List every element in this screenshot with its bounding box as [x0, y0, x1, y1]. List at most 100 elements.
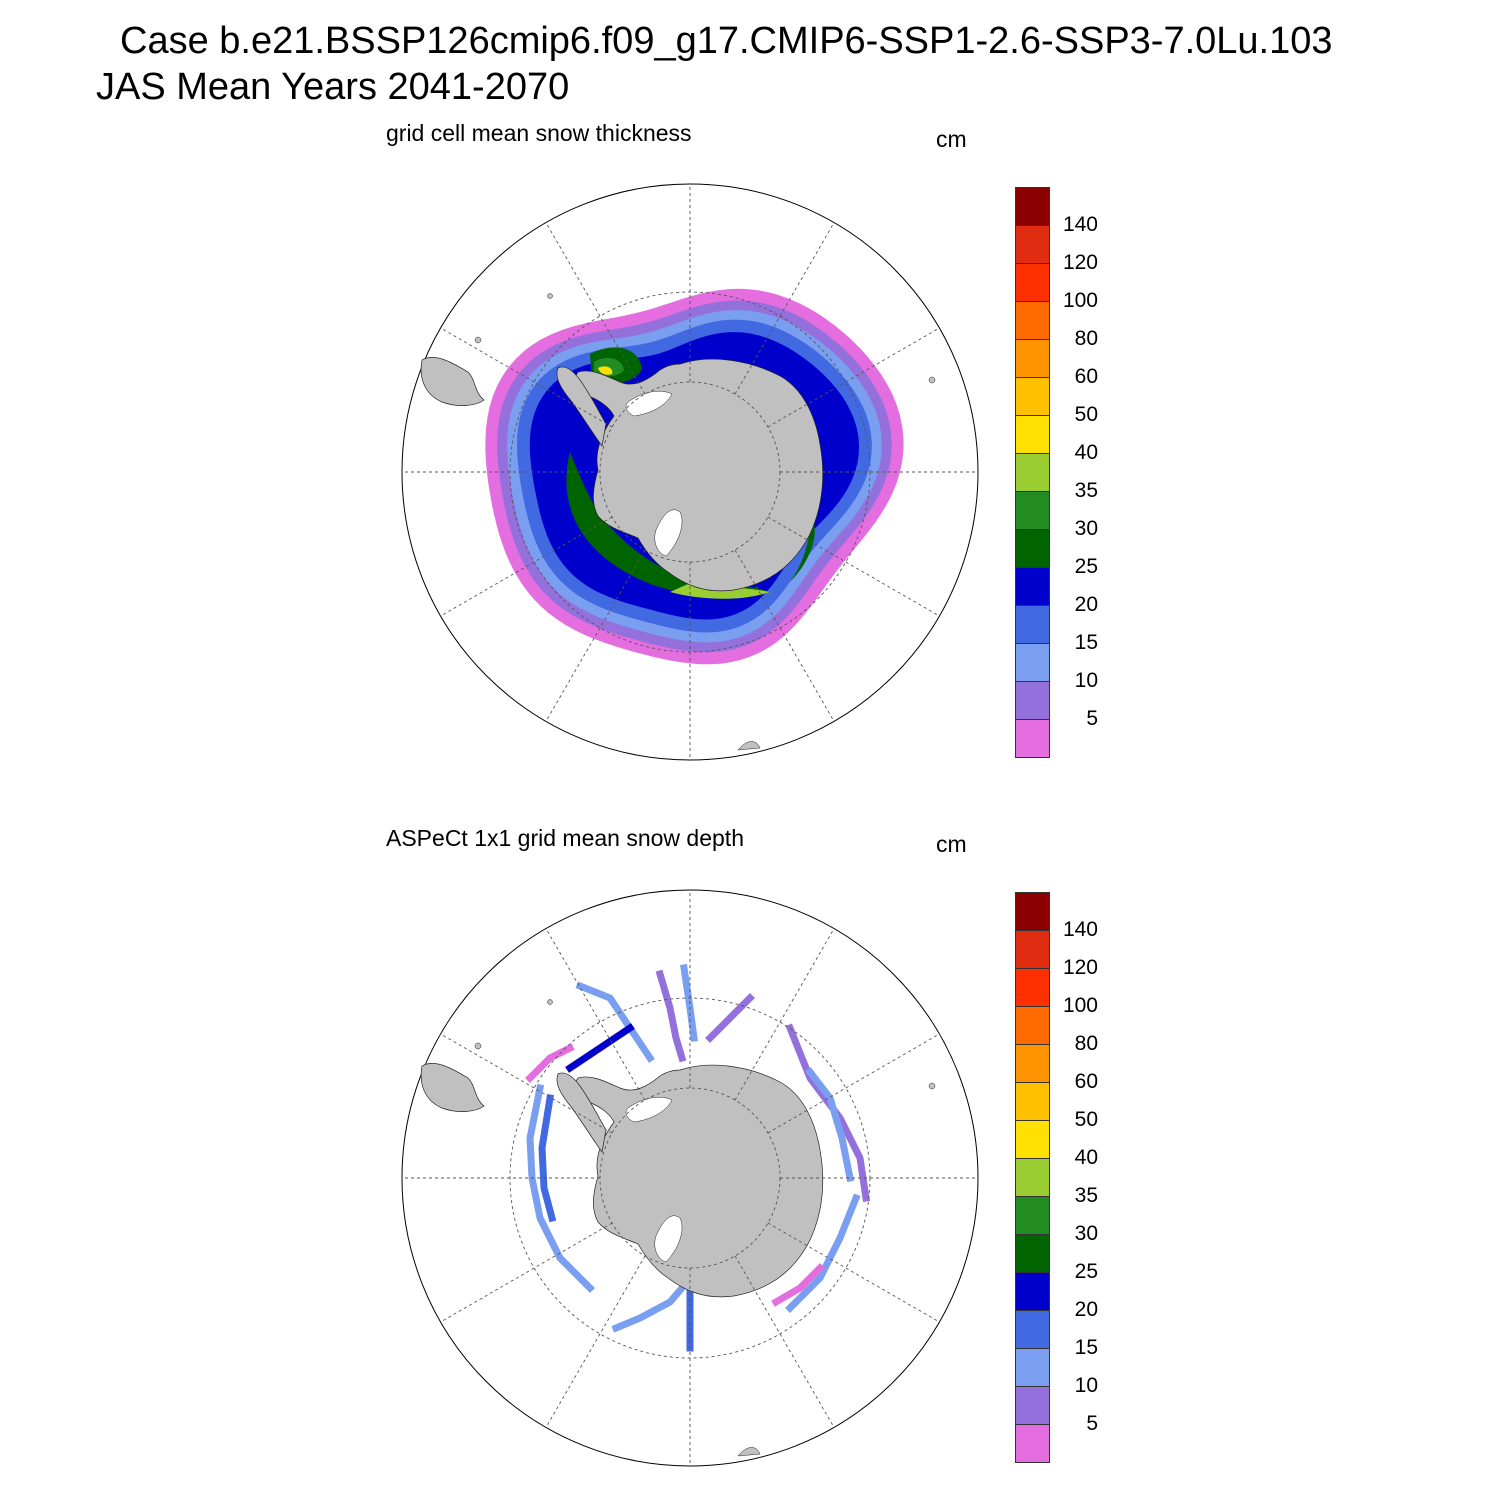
colorbar-swatch — [1015, 1006, 1050, 1044]
observation-track — [575, 981, 655, 1063]
observation-track — [525, 1043, 575, 1083]
colorbar-swatch — [1015, 453, 1050, 491]
ship-tracks — [525, 964, 870, 1352]
south-america-tip — [420, 357, 485, 406]
colorbar-tick-label: 10 — [1074, 1374, 1098, 1397]
panel2-colorbar — [1015, 892, 1050, 1463]
colorbar-tick-label: 40 — [1074, 1146, 1098, 1169]
colorbar-swatch — [1015, 1386, 1050, 1424]
colorbar-swatch — [1015, 529, 1050, 567]
colorbar-tick-label: 100 — [1062, 289, 1098, 312]
colorbar-tick-label: 10 — [1074, 669, 1098, 692]
colorbar-tick-label: 40 — [1074, 441, 1098, 464]
panel2-polar-map — [401, 889, 979, 1467]
new-zealand-tip — [737, 1447, 761, 1457]
colorbar-swatch — [1015, 1082, 1050, 1120]
colorbar-swatch — [1015, 339, 1050, 377]
observation-track — [785, 1023, 870, 1202]
panel1-polar-map — [401, 183, 979, 761]
ross-ice-shelf — [654, 1215, 683, 1263]
colorbar-swatch — [1015, 1348, 1050, 1386]
case-title: Case b.e21.BSSP126cmip6.f09_g17.CMIP6-SS… — [120, 20, 1333, 62]
colorbar-swatch — [1015, 1044, 1050, 1082]
graticule — [402, 184, 978, 760]
observation-track — [538, 1093, 557, 1223]
colorbar-tick-label: 15 — [1074, 1336, 1098, 1359]
colorbar-tick-label: 140 — [1062, 918, 1098, 941]
ross-ice-shelf — [654, 509, 683, 557]
ronne-ice-shelf — [625, 1097, 673, 1123]
colorbar-tick-label: 50 — [1074, 403, 1098, 426]
colorbar-swatch — [1015, 567, 1050, 605]
colorbar-tick-label: 140 — [1062, 213, 1098, 236]
panel1-units: cm — [936, 126, 967, 152]
colorbar-tick-label: 120 — [1062, 251, 1098, 274]
ronne-ice-shelf — [625, 391, 673, 417]
south-america-tip — [420, 1063, 485, 1112]
new-zealand-tip — [737, 741, 761, 751]
colorbar-swatch — [1015, 719, 1050, 758]
colorbar-swatch — [1015, 225, 1050, 263]
kerguelen-island — [928, 1082, 936, 1090]
antarctic-peninsula — [556, 366, 607, 447]
colorbar-swatch — [1015, 681, 1050, 719]
colorbar-swatch — [1015, 968, 1050, 1006]
panel1-colorbar — [1015, 187, 1050, 758]
colorbar-swatch — [1015, 1272, 1050, 1310]
colorbar-swatch — [1015, 263, 1050, 301]
colorbar-tick-label: 100 — [1062, 994, 1098, 1017]
colorbar-tick-label: 5 — [1086, 707, 1098, 730]
observation-track — [611, 1283, 687, 1333]
colorbar-swatch — [1015, 605, 1050, 643]
colorbar-tick-label: 80 — [1074, 1032, 1098, 1055]
falkland-islands — [474, 1042, 482, 1050]
panel2-title: ASPeCt 1x1 grid mean snow depth — [386, 825, 744, 851]
colorbar-swatch — [1015, 643, 1050, 681]
colorbar-swatch — [1015, 1310, 1050, 1348]
colorbar-tick-label: 120 — [1062, 956, 1098, 979]
colorbar-tick-label: 50 — [1074, 1108, 1098, 1131]
observation-track — [655, 969, 687, 1063]
colorbar-tick-label: 25 — [1074, 555, 1098, 578]
colorbar-tick-label: 60 — [1074, 1070, 1098, 1093]
kerguelen-island — [928, 376, 936, 384]
colorbar-swatch — [1015, 1234, 1050, 1272]
observation-track — [785, 1193, 861, 1313]
colorbar-swatch — [1015, 1158, 1050, 1196]
colorbar-tick-label: 15 — [1074, 631, 1098, 654]
colorbar-tick-label: 60 — [1074, 365, 1098, 388]
colorbar-swatch — [1015, 1120, 1050, 1158]
colorbar-tick-label: 20 — [1074, 593, 1098, 616]
observation-track — [771, 1263, 825, 1307]
colorbar-tick-label: 30 — [1074, 517, 1098, 540]
colorbar-swatch — [1015, 930, 1050, 968]
colorbar-tick-label: 35 — [1074, 479, 1098, 502]
colorbar-tick-label: 5 — [1086, 1412, 1098, 1435]
observation-track — [526, 1083, 595, 1293]
south-georgia — [547, 999, 553, 1005]
colorbar-tick-label: 20 — [1074, 1298, 1098, 1321]
graticule — [402, 890, 978, 1466]
colorbar-swatch — [1015, 187, 1050, 225]
colorbar-swatch — [1015, 892, 1050, 930]
colorbar-swatch — [1015, 1196, 1050, 1234]
colorbar-tick-label: 80 — [1074, 327, 1098, 350]
south-georgia — [547, 293, 553, 299]
colorbar-swatch — [1015, 1424, 1050, 1463]
antarctic-peninsula — [556, 1072, 607, 1153]
weddell-yellow-core — [598, 366, 613, 375]
observation-track — [705, 993, 755, 1043]
colorbar-swatch — [1015, 301, 1050, 339]
ross-amundsen-green-band — [566, 452, 770, 597]
period-title: JAS Mean Years 2041-2070 — [96, 66, 570, 108]
panel1-title: grid cell mean snow thickness — [386, 120, 692, 146]
colorbar-tick-label: 30 — [1074, 1222, 1098, 1245]
colorbar-tick-label: 25 — [1074, 1260, 1098, 1283]
observation-track — [805, 1067, 855, 1183]
colorbar-swatch — [1015, 377, 1050, 415]
colorbar-tick-label: 35 — [1074, 1184, 1098, 1207]
ross-light-green — [670, 584, 770, 599]
panel2-units: cm — [936, 831, 967, 857]
observation-track — [565, 1023, 635, 1073]
falkland-islands — [474, 336, 482, 344]
